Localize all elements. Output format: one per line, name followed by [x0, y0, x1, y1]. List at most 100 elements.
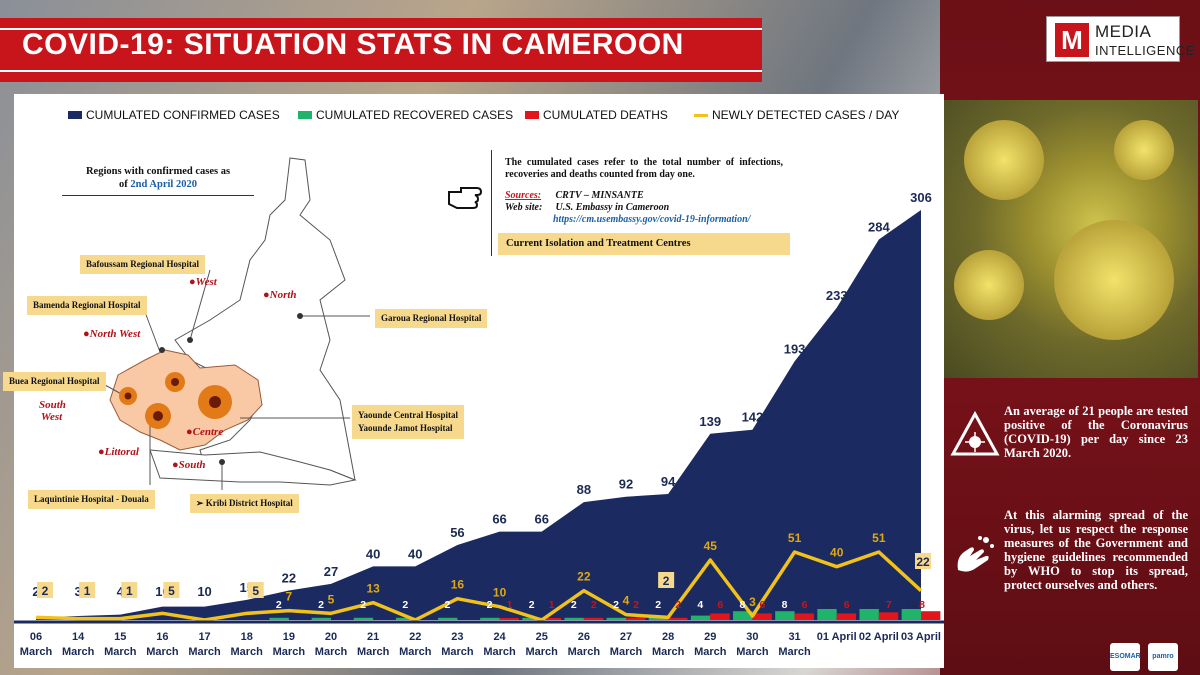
recovered-label: 2	[402, 599, 408, 611]
legend-label-confirmed: CUMULATED CONFIRMED CASES	[86, 108, 280, 122]
x-tick-sublabel: March	[188, 646, 221, 658]
confirmed-label: 139	[699, 414, 721, 429]
side-fact-2: At this alarming spread of the virus, le…	[1004, 508, 1188, 592]
x-tick-label: 02 April	[859, 631, 899, 643]
x-tick-label: 27	[620, 631, 632, 643]
x-tick-sublabel: March	[694, 646, 727, 658]
new-cases-label: 5	[168, 584, 175, 598]
recovered-bar	[901, 609, 921, 620]
recovered-bar	[480, 617, 500, 620]
recovered-bar	[395, 617, 416, 620]
esomar-logo: ESOMAR	[1110, 643, 1141, 671]
confirmed-label: 40	[408, 546, 422, 561]
deaths-bar	[583, 617, 604, 620]
legend-label-deaths: CUMULATED DEATHS	[543, 108, 668, 122]
x-tick-sublabel: March	[568, 646, 601, 658]
recovered-label: 8	[740, 599, 746, 611]
x-tick-sublabel: March	[610, 646, 643, 658]
logo-mark: M	[1055, 23, 1089, 57]
x-tick-label: 30	[746, 631, 758, 643]
title-banner	[0, 18, 762, 82]
confirmed-label: 193	[784, 341, 806, 356]
new-cases-label: 51	[788, 531, 802, 545]
recovered-bar	[438, 617, 458, 620]
new-cases-label: 16	[451, 578, 465, 592]
recovered-bar	[648, 617, 669, 620]
hotspot-littoral-core	[153, 411, 163, 421]
x-tick-label: 14	[72, 631, 85, 643]
confirmed-label: 4	[117, 584, 125, 599]
confirmed-label: 233	[826, 288, 848, 303]
x-tick-sublabel: March	[104, 646, 137, 658]
confirmed-label: 88	[577, 482, 591, 497]
label-bafoussam-hospital: Bafoussam Regional Hospital	[80, 255, 206, 274]
confirmed-series	[36, 210, 921, 620]
x-tick-label: 25	[536, 631, 548, 643]
recovered-label: 2	[445, 599, 451, 611]
x-tick-sublabel: March	[146, 646, 179, 658]
map-title-of: of	[119, 179, 128, 190]
confirmed-label: 306	[910, 190, 932, 205]
x-tick-sublabel: March	[399, 646, 432, 658]
new-cases-label: 5	[328, 592, 335, 606]
new-cases-label: 3	[749, 595, 756, 609]
new-cases-label: 2	[42, 584, 49, 598]
deaths-bar	[794, 613, 814, 620]
x-tick-label: 22	[409, 631, 421, 643]
map-title-line1: Regions with confirmed cases as	[85, 166, 231, 177]
new-cases-label-box	[247, 582, 264, 598]
x-tick-label: 19	[283, 631, 295, 643]
confirmed-label: 94	[661, 474, 676, 489]
new-cases-label: 22	[577, 570, 591, 584]
x-tick-label: 20	[325, 631, 337, 643]
deaths-label: 8	[919, 599, 925, 611]
x-tick-label: 17	[198, 631, 210, 643]
label-bamenda-hospital: Bamenda Regional Hospital	[27, 296, 147, 315]
hotspot-west-core	[171, 378, 179, 386]
new-cases-label-box	[163, 582, 180, 598]
confirmed-label: 2	[32, 584, 39, 599]
recovered-label: 10	[905, 599, 917, 611]
x-tick-label: 26	[578, 631, 590, 643]
region-south-west-line1: South	[39, 399, 66, 411]
legend-new-cases: NEWLY DETECTED CASES / DAY	[694, 108, 899, 122]
legend-swatch-deaths	[525, 111, 539, 119]
x-tick-sublabel: March	[652, 646, 685, 658]
x-tick-label: 15	[114, 631, 126, 643]
recovered-bar	[775, 611, 795, 620]
confirmed-label: 66	[492, 512, 506, 527]
new-cases-label: 51	[872, 531, 886, 545]
map-affected-regions	[109, 349, 263, 451]
new-cases-label: 1	[126, 584, 133, 598]
recovered-label: 2	[360, 599, 366, 611]
confirmed-label: 10	[197, 584, 211, 599]
confirmed-label: 22	[282, 571, 296, 586]
x-tick-label: 03 April	[901, 631, 941, 643]
x-tick-sublabel: March	[315, 646, 348, 658]
deaths-bar	[626, 617, 646, 620]
recovered-bar	[817, 609, 837, 620]
new-cases-label: 4	[623, 594, 630, 608]
region-north: ●North	[263, 289, 297, 301]
recovered-label: 2	[529, 599, 535, 611]
new-cases-label: 22	[916, 555, 930, 569]
new-cases-label: 2	[663, 574, 670, 588]
logo-line-2: INTELLIGENCE	[1095, 43, 1195, 58]
website-url[interactable]: https://cm.usembassy.gov/covid-19-inform…	[553, 214, 751, 225]
deaths-bar	[752, 613, 772, 620]
legend-recovered: CUMULATED RECOVERED CASES	[298, 108, 513, 122]
map-south-regions	[149, 449, 357, 486]
region-centre: ●Centre	[186, 426, 224, 438]
deaths-bar	[836, 613, 857, 620]
new-cases-label: 7	[286, 590, 293, 604]
label-yaounde-hospitals: Yaounde Central Hospital Yaounde Jamot H…	[352, 405, 465, 439]
legend-label-new-cases: NEWLY DETECTED CASES / DAY	[712, 108, 900, 122]
pointing-hand-icon	[448, 187, 483, 209]
deaths-label: 6	[760, 599, 766, 611]
deaths-bar	[668, 617, 688, 620]
hand-washing-icon	[957, 536, 994, 572]
virus-image	[944, 100, 1198, 378]
pointer-bamenda	[144, 311, 161, 353]
x-tick-sublabel: March	[483, 646, 516, 658]
